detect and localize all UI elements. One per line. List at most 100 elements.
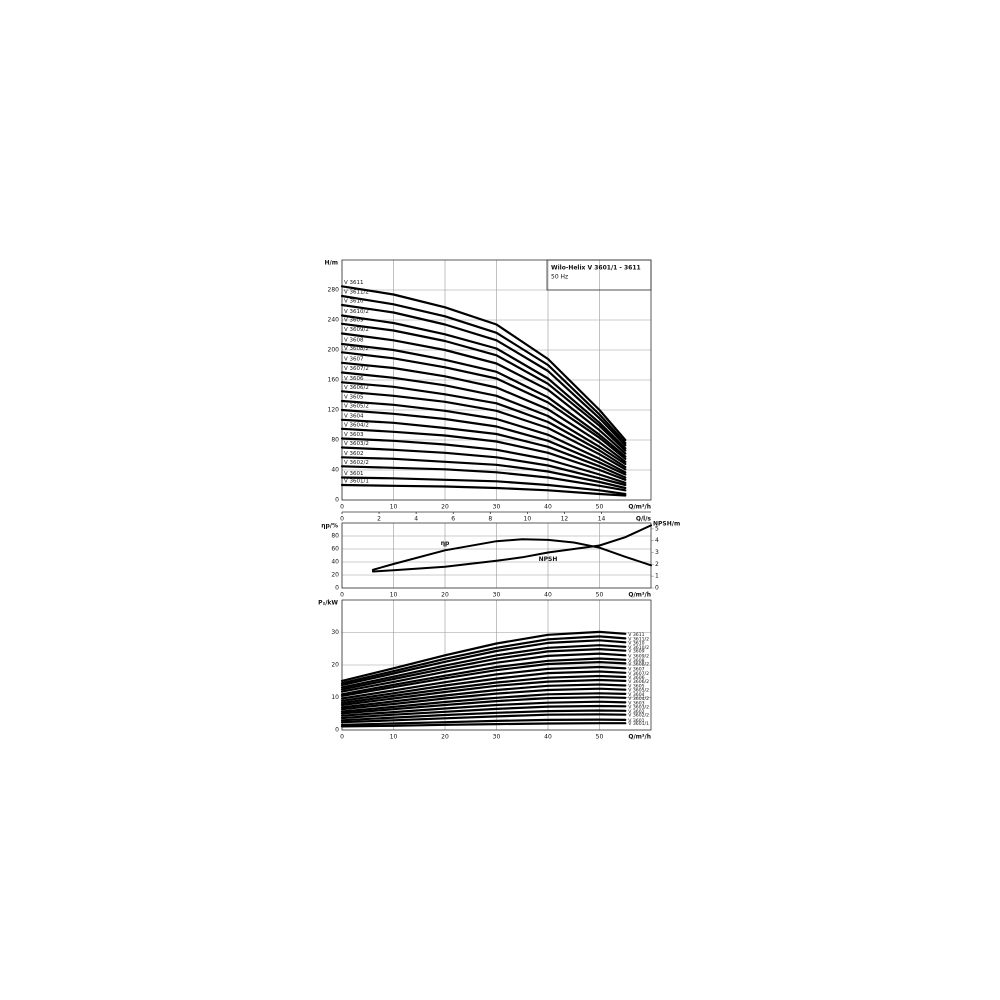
series-label: V 3608 [344, 338, 364, 344]
y-tick-label: 30 [331, 629, 339, 636]
series-label: V 3609 [628, 649, 644, 655]
x2-tick-label: 0 [340, 516, 344, 523]
series-label: V 3607/2 [628, 671, 649, 677]
y-tick-label: 0 [335, 585, 339, 592]
y-tick-label: 280 [328, 287, 340, 294]
series-label: V 3610/2 [344, 309, 369, 315]
series-label: V 3601/1 [628, 721, 649, 727]
series-line [340, 683, 627, 709]
series-line [340, 390, 627, 471]
x-tick-label: 20 [441, 504, 449, 511]
series-line [340, 709, 627, 722]
series-label: V 3606/2 [344, 385, 369, 391]
series-label: V 3608/2 [344, 346, 369, 352]
series-line [340, 476, 627, 496]
x2-tick-label: 10 [524, 516, 532, 523]
series-label: V 3606 [344, 376, 364, 382]
y-tick-label: 20 [331, 662, 339, 669]
series-line [340, 371, 627, 466]
x-tick-label: 20 [441, 734, 449, 741]
x-tick-label: 30 [493, 734, 501, 741]
series-line [340, 700, 627, 717]
series-line [340, 351, 627, 460]
y2-tick-label: 2 [655, 561, 659, 568]
series-label: V 3609 [344, 317, 364, 323]
series-label: V 3610 [344, 299, 364, 305]
y2-tick-label: 0 [655, 585, 659, 592]
x-tick-label: 50 [596, 592, 604, 599]
series-line [340, 722, 627, 728]
curve-label: ηp [441, 540, 450, 547]
series-line [340, 408, 627, 476]
x2-tick-label: 4 [414, 516, 418, 523]
series-line [340, 303, 627, 447]
series-line [340, 657, 627, 696]
series-line [340, 713, 627, 724]
series-label: V 3604 [628, 692, 644, 698]
y-axis-label: ηp/% [321, 523, 338, 530]
series-label: V 3611 [344, 280, 364, 286]
series-label: V 3603/2 [628, 704, 649, 710]
series-label: V 3602/2 [628, 713, 649, 719]
series-line [340, 704, 627, 720]
series-label: V 3603 [344, 432, 364, 438]
series-label: V 3602/2 [344, 460, 369, 466]
series-label: V 3605/2 [628, 688, 649, 694]
x-tick-label: 30 [493, 504, 501, 511]
series-line [340, 652, 627, 693]
series-line [371, 524, 652, 573]
series-label: V 3601 [344, 471, 364, 477]
series-label: V 3609/2 [628, 653, 649, 659]
y-axis-label: P₂/kW [318, 600, 338, 607]
series-line [340, 314, 627, 450]
series-label: V 3610 [628, 640, 644, 646]
series-label: V 3605 [344, 395, 364, 401]
series-label: V 3604/2 [344, 422, 369, 428]
series-line [340, 483, 627, 497]
chart-title: Wilo-Helix V 3601/1 - 3611 [551, 265, 641, 272]
x-tick-label: 50 [596, 734, 604, 741]
plot-frame [341, 599, 652, 731]
series-label: V 3603/2 [344, 441, 369, 447]
series-line [340, 381, 627, 469]
x-tick-label: 20 [441, 592, 449, 599]
x-tick-label: 40 [544, 734, 552, 741]
series-line [340, 635, 627, 685]
series-line [340, 361, 627, 463]
x-tick-label: 10 [390, 592, 398, 599]
series-line [340, 648, 627, 691]
series-line [340, 322, 627, 452]
series-label: V 3605/2 [344, 404, 369, 410]
y-tick-label: 240 [328, 317, 340, 324]
y-axis-label: H/m [325, 260, 338, 267]
series-label: V 3607/2 [344, 366, 369, 372]
x2-tick-label: 8 [488, 516, 492, 523]
x-tick-label: 50 [596, 504, 604, 511]
series-label: V 3608/2 [628, 661, 649, 667]
y-tick-label: 10 [331, 694, 339, 701]
y-tick-label: 80 [331, 437, 339, 444]
series-line [340, 670, 627, 702]
series-label: V 3609/2 [344, 327, 369, 333]
series-line [340, 630, 627, 682]
x-tick-label: 0 [340, 592, 344, 599]
y2-axis-label: NPSH/m [653, 521, 680, 528]
y2-tick-label: 5 [655, 525, 659, 532]
x2-tick-label: 14 [598, 516, 606, 523]
series-label: V 3611/2 [344, 290, 369, 296]
plot-frame [341, 522, 652, 589]
curve-label: NPSH [539, 556, 558, 563]
y-tick-label: 120 [328, 407, 340, 414]
series-label: V 3607 [344, 356, 364, 362]
y-tick-label: 20 [331, 572, 339, 579]
x-tick-label: 0 [340, 504, 344, 511]
x-axis-label: Q/m³/h [628, 592, 651, 599]
y-tick-label: 80 [331, 533, 339, 540]
series-line [340, 661, 627, 697]
series-line [340, 665, 627, 700]
title-box [546, 259, 652, 291]
series-line [371, 538, 652, 571]
series-line [340, 644, 627, 689]
